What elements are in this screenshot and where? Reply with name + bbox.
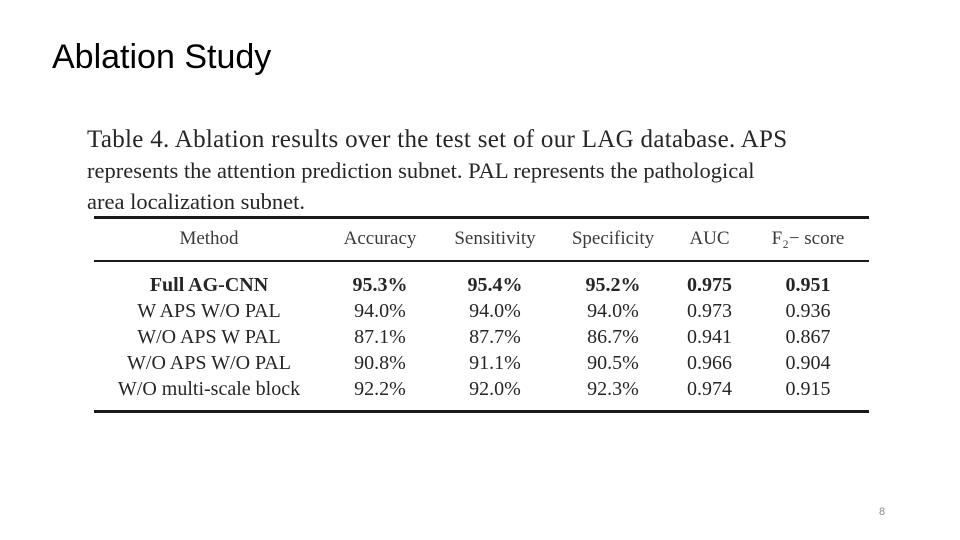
cell-accuracy: 94.0% — [354, 299, 406, 322]
cell-auc: 0.941 — [687, 325, 732, 348]
table-header-row: Method Accuracy Sensitivity Specificity … — [94, 216, 869, 262]
column-header-auc: AUC — [689, 228, 730, 249]
cell-specificity: 92.3% — [587, 377, 639, 400]
cell-auc: 0.974 — [687, 377, 732, 400]
page-number: 8 — [878, 506, 886, 518]
cell-auc: 0.966 — [687, 351, 732, 374]
cell-auc: 0.975 — [687, 273, 732, 296]
cell-f2-score: 0.936 — [785, 299, 831, 322]
column-header-specificity: Specificity — [571, 228, 655, 249]
cell-sensitivity: 92.0% — [469, 377, 521, 400]
cell-auc: 0.973 — [687, 299, 732, 322]
cell-specificity: 86.7% — [587, 325, 639, 348]
table-caption: Table 4. Ablation results over the test … — [87, 124, 887, 217]
cell-specificity: 95.2% — [585, 273, 641, 296]
cell-method: W/O APS W PAL — [137, 325, 281, 348]
caption-line: represents the attention prediction subn… — [87, 158, 755, 183]
table-row: W APS W/O PAL 94.0% 94.0% 94.0% 0.973 0.… — [94, 298, 869, 324]
cell-accuracy: 90.8% — [354, 351, 406, 374]
table-row: W/O APS W/O PAL 90.8% 91.1% 90.5% 0.966 … — [94, 350, 869, 376]
table-row: W/O multi-scale block 92.2% 92.0% 92.3% … — [94, 376, 869, 402]
cell-accuracy: 92.2% — [354, 377, 406, 400]
ablation-table-container: Method Accuracy Sensitivity Specificity … — [94, 216, 869, 414]
cell-f2-score: 0.951 — [785, 273, 831, 296]
column-header-accuracy: Accuracy — [343, 228, 417, 249]
table-row: Full AG-CNN 95.3% 95.4% 95.2% 0.975 0.95… — [94, 262, 869, 298]
cell-sensitivity: 95.4% — [467, 273, 523, 296]
cell-method: Full AG-CNN — [149, 273, 269, 296]
table-bottom-rule — [94, 410, 869, 413]
cell-sensitivity: 91.1% — [469, 351, 521, 374]
cell-sensitivity: 94.0% — [469, 299, 521, 322]
caption-line: area localization subnet. — [87, 189, 306, 214]
cell-f2-score: 0.867 — [785, 325, 831, 348]
cell-f2-score: 0.915 — [785, 377, 831, 400]
column-header-method: Method — [179, 228, 239, 249]
ablation-table: Method Accuracy Sensitivity Specificity … — [94, 216, 869, 402]
table-top-rule — [94, 216, 869, 219]
cell-specificity: 94.0% — [587, 299, 639, 322]
cell-accuracy: 87.1% — [354, 325, 406, 348]
cell-method: W/O multi-scale block — [117, 377, 301, 400]
table-header-rule — [94, 260, 869, 262]
column-header-sensitivity: Sensitivity — [454, 228, 536, 249]
slide-title: Ablation Study — [52, 38, 272, 76]
caption-line: Table 4. Ablation results over the test … — [87, 126, 788, 153]
cell-accuracy: 95.3% — [352, 273, 408, 296]
cell-f2-score: 0.904 — [785, 351, 831, 374]
column-header-f2-score: F₂− score — [771, 228, 845, 249]
cell-method: W APS W/O PAL — [137, 299, 281, 322]
table-row: W/O APS W PAL 87.1% 87.7% 86.7% 0.941 0.… — [94, 324, 869, 350]
cell-method: W/O APS W/O PAL — [127, 351, 291, 374]
cell-sensitivity: 87.7% — [469, 325, 521, 348]
cell-specificity: 90.5% — [587, 351, 639, 374]
